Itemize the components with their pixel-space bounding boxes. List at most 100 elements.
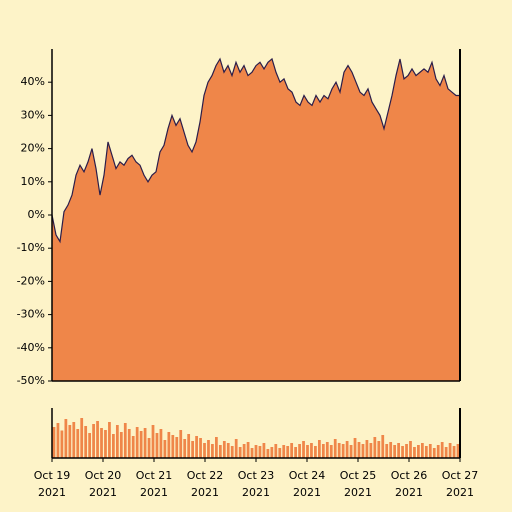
volume-bar xyxy=(199,438,202,458)
volume-bar xyxy=(155,433,159,458)
volume-bar xyxy=(135,427,139,458)
volume-bar xyxy=(119,432,123,458)
volume-bar xyxy=(270,447,274,458)
x-tick-label: Oct 22 xyxy=(187,469,224,482)
volume-bar xyxy=(298,444,301,458)
x-tick-label: 2021 xyxy=(395,486,423,499)
x-tick-label: 2021 xyxy=(293,486,321,499)
volume-bar xyxy=(92,424,95,458)
volume-bar xyxy=(321,444,325,458)
volume-bar xyxy=(401,446,404,458)
volume-bar xyxy=(207,440,210,458)
volume-bar xyxy=(409,441,412,458)
volume-bar xyxy=(112,434,115,458)
volume-bar xyxy=(337,443,341,458)
y-tick-label: 10% xyxy=(21,175,45,188)
volume-bar xyxy=(238,447,242,458)
volume-bar xyxy=(432,448,436,458)
volume-bar xyxy=(436,445,440,458)
volume-bar xyxy=(147,438,151,458)
x-tick-label: Oct 19 xyxy=(34,469,71,482)
volume-bar xyxy=(191,441,195,458)
x-tick-label: Oct 21 xyxy=(136,469,173,482)
volume-bar xyxy=(179,430,183,458)
volume-bar xyxy=(195,436,198,458)
y-tick-label: -30% xyxy=(17,308,45,321)
volume-bar xyxy=(373,437,377,458)
x-tick-label: Oct 25 xyxy=(340,469,377,482)
volume-bar xyxy=(68,425,72,458)
volume-bar xyxy=(357,442,361,458)
volume-bar xyxy=(230,446,234,458)
volume-bar xyxy=(139,431,143,458)
volume-bar xyxy=(377,441,381,458)
volume-bar xyxy=(143,428,147,458)
volume-bar xyxy=(286,446,290,458)
x-tick-label: Oct 26 xyxy=(391,469,428,482)
volume-bar xyxy=(175,437,179,458)
volume-bar xyxy=(56,423,60,458)
volume-bar xyxy=(302,441,305,458)
area xyxy=(52,58,460,382)
volume-bar xyxy=(115,425,119,458)
y-tick-label: 30% xyxy=(21,108,45,121)
y-tick-label: 0% xyxy=(28,208,45,221)
volume-bar xyxy=(420,443,424,458)
x-tick-label: 2021 xyxy=(38,486,66,499)
volume-bar xyxy=(440,442,444,458)
volume-bar xyxy=(361,444,365,458)
volume-bar xyxy=(369,443,373,458)
volume-bar xyxy=(262,443,266,458)
x-tick-label: 2021 xyxy=(446,486,474,499)
volume-bar xyxy=(274,444,278,458)
volume-bar xyxy=(96,421,99,458)
x-tick-label: 2021 xyxy=(344,486,372,499)
volume-bar xyxy=(218,445,222,458)
volume-bar xyxy=(211,444,214,458)
volume-bar xyxy=(389,442,393,458)
volume-bar xyxy=(310,443,313,458)
volume-bar xyxy=(246,442,250,458)
volume-bar xyxy=(222,441,226,458)
volume-bar xyxy=(88,433,92,458)
volume-bar xyxy=(452,446,456,458)
volume-bar xyxy=(100,428,103,458)
volume-bar xyxy=(325,442,329,458)
volume-bar xyxy=(353,438,357,458)
volume-bar xyxy=(171,435,175,458)
volume-bar xyxy=(405,444,408,458)
volume-bar xyxy=(365,440,369,458)
volume-bar xyxy=(159,429,163,458)
volume-bar xyxy=(444,447,448,458)
volume-bar xyxy=(424,446,428,458)
volume-bar xyxy=(215,437,218,458)
line xyxy=(51,57,460,244)
x-tick-label: 2021 xyxy=(191,486,219,499)
volume-bar xyxy=(341,444,345,458)
volume-bar xyxy=(64,419,68,458)
y-tick-label: -50% xyxy=(17,374,45,387)
volume-bar xyxy=(104,430,107,458)
y-tick-label: 40% xyxy=(21,75,45,88)
volume-bar xyxy=(76,429,80,458)
x-tick-label: 2021 xyxy=(89,486,117,499)
y-tick-label: -10% xyxy=(17,241,45,254)
volume-bar xyxy=(385,444,389,458)
volume-bar xyxy=(282,445,286,458)
volume-bar xyxy=(242,444,246,458)
volume-bar xyxy=(131,436,135,458)
volume-bar xyxy=(258,446,262,458)
volume-bar xyxy=(290,443,294,458)
volume-bar xyxy=(108,422,111,458)
volume-bar xyxy=(167,432,171,458)
x-tick-label: 2021 xyxy=(140,486,168,499)
x-tick-label: 2021 xyxy=(242,486,270,499)
volume-bar xyxy=(278,448,282,458)
y-tick-label: -20% xyxy=(17,274,45,287)
volume-bar xyxy=(397,443,400,458)
volume-bar xyxy=(329,445,333,458)
volume-bar xyxy=(203,443,206,458)
volume-bar xyxy=(448,443,452,458)
volume-bar xyxy=(234,439,238,458)
